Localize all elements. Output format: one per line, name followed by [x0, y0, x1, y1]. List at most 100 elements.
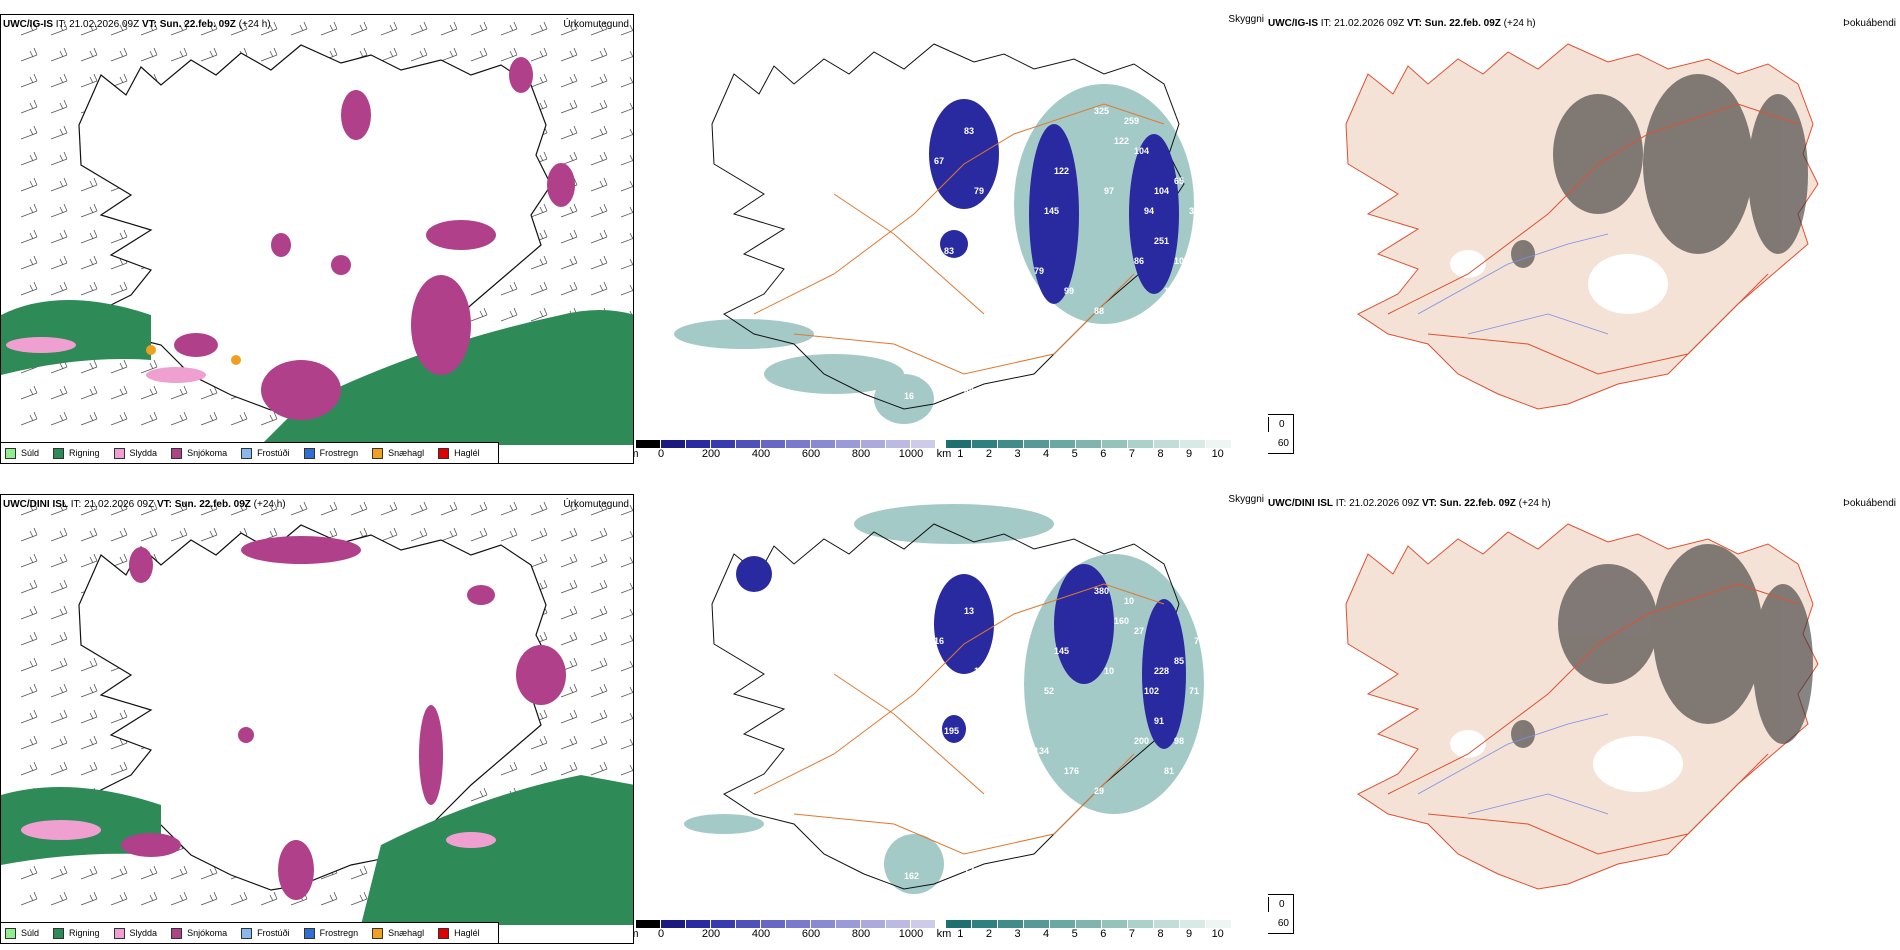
wind-barb	[80, 411, 98, 426]
wind-barb	[200, 865, 218, 880]
legend-label: Rigning	[69, 928, 100, 938]
wind-barb	[560, 605, 578, 620]
wind-barb	[380, 527, 398, 542]
legend-item-snjókoma: Snjókoma	[171, 447, 227, 459]
height-bar-tick: 0	[657, 448, 665, 460]
fog-legend-label: 60	[1277, 438, 1289, 449]
wind-barb	[50, 125, 68, 140]
wind-barb	[20, 73, 38, 88]
precip-panel-row2: UWC/DINI ISL IT: 21.02.2026 09Z VT: Sun.…	[0, 494, 634, 944]
legend-item-frostúði: Frostúði	[241, 927, 290, 939]
wind-barb	[590, 151, 608, 166]
wind-barb	[620, 284, 633, 296]
wind-barb	[620, 556, 633, 568]
wind-barb	[260, 501, 278, 516]
wind-barb	[590, 631, 608, 646]
height-bar-cell	[661, 920, 686, 928]
ceiling-label: 79	[1034, 266, 1044, 276]
visibility-map-row2: 16 13 138 149 145 52 106 134 176 195 101 89 176 162 25…	[684, 504, 1204, 896]
wind-barb	[50, 385, 68, 400]
wind-barb	[20, 683, 38, 698]
legend-item-frostúði: Frostúði	[241, 447, 290, 459]
wind-barb	[620, 712, 633, 724]
wind-barb	[350, 21, 368, 36]
wind-barb	[20, 735, 38, 750]
wind-barb	[530, 553, 548, 568]
height-bar-cell	[736, 440, 761, 448]
wind-barb	[560, 683, 578, 698]
wind-barb	[20, 385, 38, 400]
wind-barb	[530, 761, 548, 776]
wind-barb	[80, 657, 98, 672]
wind-barb	[620, 634, 633, 646]
ceiling-label: 85	[1174, 656, 1184, 666]
visibility-bar-cell	[972, 440, 998, 448]
wind-barb	[590, 47, 608, 62]
fog-legend-row2: 0 60	[1268, 894, 1294, 934]
wind-barb	[440, 21, 458, 36]
wind-barb	[590, 709, 608, 724]
wind-barb	[560, 281, 578, 296]
precip-legend: Súld Rigning Slydda Snjókoma Frostúði Frostre…	[1, 442, 499, 463]
height-bar-tick: 1000	[898, 928, 924, 940]
height-bar-tick: 400	[751, 448, 771, 460]
wind-barb	[20, 47, 38, 62]
wind-barb	[110, 229, 128, 244]
visibility-bar-cell	[1024, 920, 1050, 928]
legend-item-haglél: Haglél	[438, 927, 480, 939]
wind-barb	[50, 177, 68, 192]
ceiling-label: 83	[964, 126, 974, 136]
height-bar-cell	[686, 920, 711, 928]
wind-barb	[20, 527, 38, 542]
wind-barb	[260, 891, 278, 906]
wind-barb	[170, 21, 188, 36]
height-bar-cell	[636, 920, 661, 928]
legend-item-rigning: Rigning	[53, 447, 100, 459]
ceiling-label: 63	[1194, 156, 1204, 166]
height-bar-tick: 0	[657, 928, 665, 940]
wind-barb	[470, 307, 488, 322]
wind-barb	[620, 258, 633, 270]
height-bar-tick: 200	[701, 928, 721, 940]
wind-barb	[500, 761, 518, 776]
wind-barb	[350, 865, 368, 880]
ceiling-label: 103	[984, 96, 999, 106]
visibility-bar-cell	[1128, 920, 1154, 928]
wind-barb	[620, 608, 633, 620]
wind-barb	[590, 501, 608, 516]
visibility-bar-tick: 8	[1157, 928, 1164, 940]
ceiling-label: 83	[944, 246, 954, 256]
wind-barb	[530, 47, 548, 62]
legend-label: Snæhagl	[388, 928, 425, 938]
wind-barb	[560, 99, 578, 114]
ceiling-label: 102	[1144, 686, 1159, 696]
wind-barb	[620, 102, 633, 114]
ceiling-label: 101	[1029, 786, 1044, 796]
wind-barb	[290, 21, 308, 36]
legend-swatch	[241, 447, 253, 459]
ceiling-label: 336	[1189, 206, 1204, 216]
wind-barb	[20, 605, 38, 620]
height-colorbar-row1: m02004006008001000	[634, 440, 936, 460]
wind-barb	[80, 359, 98, 374]
visibility-bar-cell	[1154, 920, 1180, 928]
legend-label: Frostúði	[257, 928, 290, 938]
ceiling-label: 104	[1134, 146, 1149, 156]
wind-barb	[590, 579, 608, 594]
wind-barb	[20, 177, 38, 192]
wind-barb	[590, 73, 608, 88]
wind-barb	[530, 307, 548, 322]
panel-title: Þokuábendi	[1843, 18, 1896, 29]
wind-barb	[200, 501, 218, 516]
visibility-bar-cell	[1180, 440, 1206, 448]
ceiling-label: 145	[1044, 206, 1059, 216]
fog-panel-row2: UWC/DINI ISL IT: 21.02.2026 09Z VT: Sun.…	[1268, 494, 1900, 944]
wind-barb	[20, 631, 38, 646]
wind-barb	[50, 657, 68, 672]
wind-barb	[620, 530, 633, 542]
wind-barb	[440, 501, 458, 516]
wind-barb	[320, 501, 338, 516]
height-bar-cell	[686, 440, 711, 448]
visibility-bar-tick: 9	[1186, 928, 1193, 940]
ceiling-label: 10	[1124, 596, 1134, 606]
